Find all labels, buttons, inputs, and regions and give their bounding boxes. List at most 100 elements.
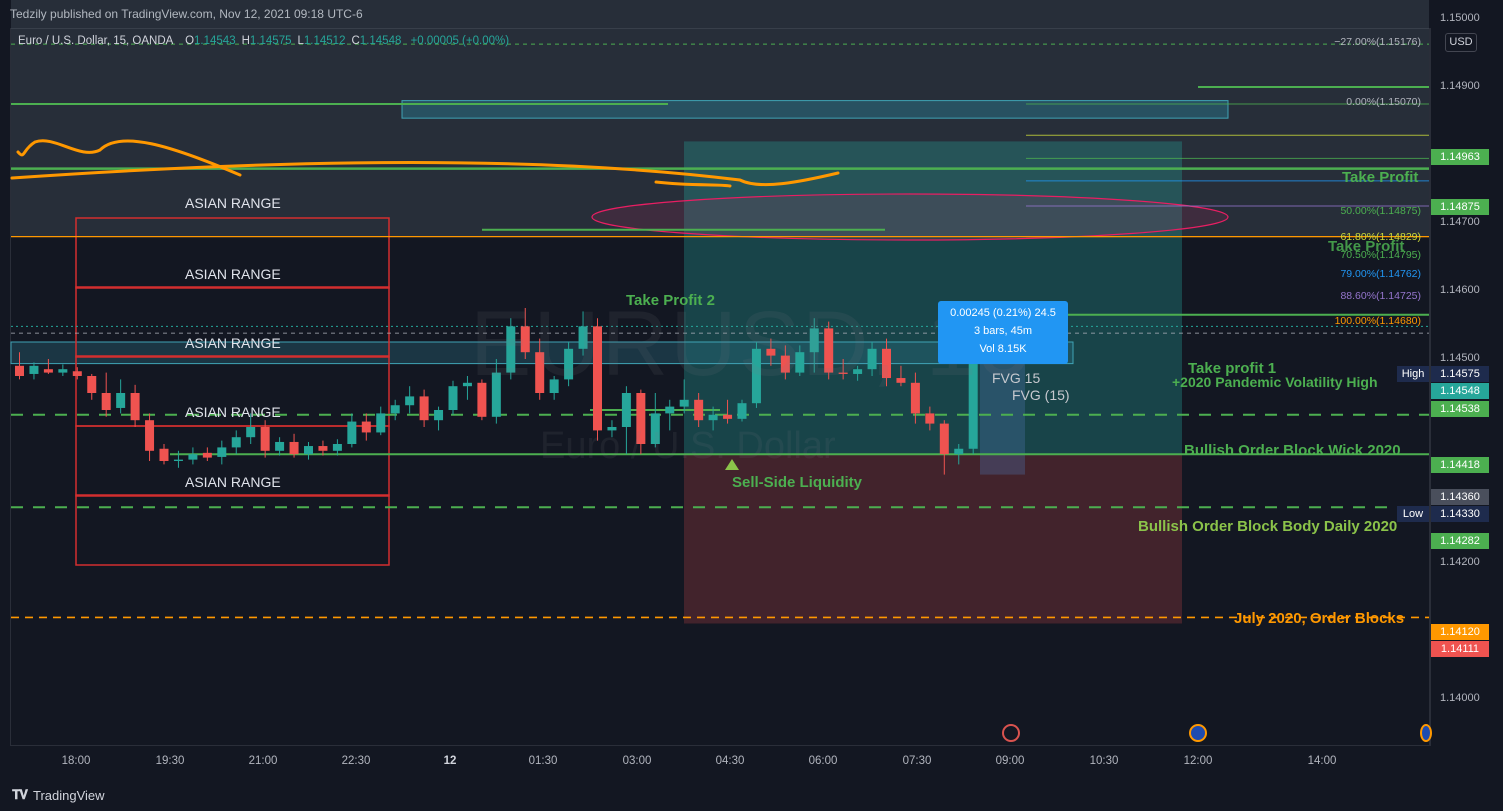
candle-body [477, 382, 487, 417]
candle-body [58, 369, 68, 373]
take-profit-2-label: Take Profit 2 [626, 292, 715, 309]
candle-body [520, 326, 530, 353]
brand-name: TradingView [33, 787, 105, 803]
candle-body [838, 372, 848, 374]
candle-body [173, 459, 183, 461]
candle-body [925, 413, 935, 424]
candle-body [434, 410, 444, 421]
time-tick-label: 12 [443, 755, 457, 767]
candle-body [679, 399, 689, 407]
freehand-drawing [654, 180, 732, 188]
asian-range-label: ASIAN RANGE [185, 266, 281, 282]
price-tick-label: 1.14600 [1440, 284, 1480, 296]
time-tick-label: 14:00 [1307, 755, 1337, 767]
time-tick-label: 01:30 [528, 755, 558, 767]
ohlc-key: C [351, 35, 360, 47]
measure-line: 3 bars, 45m [973, 325, 1033, 337]
time-tick-label: 07:30 [902, 755, 932, 767]
symbol-legend[interactable]: Euro / U.S. Dollar, 15, OANDA O1.14543 H1… [18, 35, 515, 47]
tradingview-logo[interactable]: 𝐓𝐕 TradingView [12, 787, 105, 803]
candle-body [43, 369, 53, 373]
candle-body [506, 326, 516, 373]
symbol-watermark: EURUSD, 15 [470, 293, 1032, 395]
asian-range-box [75, 425, 390, 497]
candle-body [101, 393, 111, 410]
candle-body [910, 382, 920, 414]
price-axis-label: 1.14575 [1431, 366, 1489, 382]
ohlc-key: L [297, 35, 304, 47]
eu-flag-event-icon[interactable] [1420, 724, 1432, 742]
price-tick-label: 1.14500 [1440, 352, 1480, 364]
fib-level-label: −27.00%(1.15176) [1334, 36, 1421, 48]
price-axis-label: 1.14963 [1431, 149, 1489, 165]
candle-body [116, 393, 126, 408]
price-tick-label: 1.14900 [1440, 80, 1480, 92]
candle-body [621, 393, 631, 427]
candle-body [304, 446, 313, 455]
stop-zone [684, 454, 1182, 624]
ohlc-value: 1.14543 [194, 35, 236, 47]
asian-range-label: ASIAN RANGE [185, 335, 281, 351]
time-tick-label: 19:30 [155, 755, 185, 767]
ohlc-value: 1.14548 [359, 35, 402, 47]
candle-body [188, 454, 198, 460]
price-tick-label: 1.14700 [1440, 216, 1480, 228]
change-value: +0.00005 (+0.00%) [410, 35, 510, 47]
price-axis-label: 1.14360 [1431, 489, 1489, 505]
take-profit-label: Take Profit [1328, 238, 1405, 255]
asian-range-label: ASIAN RANGE [185, 474, 281, 490]
candle-body [954, 448, 964, 455]
asian-range-box [75, 494, 390, 566]
fvg-label: FVG 15 [992, 370, 1041, 386]
candle-body [159, 448, 169, 461]
fib-level-label: 0.00%(1.15070) [1346, 96, 1421, 108]
asian-range-box [75, 286, 390, 358]
measure-tooltip: 0.00245 (0.21%) 24.5 3 bars, 45m Vol 8.1… [938, 301, 1068, 364]
candle-body [780, 355, 790, 373]
price-axis-label: 1.14120 [1431, 624, 1489, 640]
fib-level-label: 88.60%(1.14725) [1340, 290, 1421, 302]
top-bar: Tedzily published on TradingView.com, No… [0, 0, 1503, 28]
sell-side-liquidity-label: Sell-Side Liquidity [732, 474, 863, 491]
take-profit-label: Take Profit [1342, 169, 1419, 186]
candle-body [419, 396, 429, 421]
candle-body [246, 427, 256, 438]
us-flag-event-icon[interactable] [1002, 724, 1020, 742]
candle-body [549, 379, 559, 393]
order-block-wick-label: Bullish Order Block Wick 2020 [1184, 442, 1401, 459]
ohlc-value: 1.14512 [303, 35, 346, 47]
candle-body [607, 427, 617, 431]
candle-body [491, 372, 501, 417]
price-axis-label: 1.14330 [1431, 506, 1489, 522]
symbol-watermark-sub: Euro / U.S. Dollar [540, 425, 836, 467]
time-tick-label: 22:30 [341, 755, 371, 767]
ohlc-key: O [185, 35, 195, 47]
candle-body [636, 393, 646, 444]
time-tick-label: 03:00 [622, 755, 652, 767]
candle-body [376, 413, 386, 433]
candle-body [665, 406, 675, 414]
candle-body [535, 352, 545, 393]
candle-body [737, 403, 747, 419]
candle-body [72, 371, 82, 376]
candle-body [289, 441, 299, 455]
pandemic-high-label: +2020 Pandemic Volatility High [1172, 374, 1378, 390]
chart-frame[interactable] [10, 28, 1430, 746]
candle-body [809, 328, 819, 353]
price-axis[interactable] [1430, 28, 1503, 746]
july-order-blocks-label: July 2020, Order Blocks [1234, 610, 1405, 627]
currency-button[interactable]: USD [1445, 33, 1477, 52]
candle-body [939, 423, 949, 455]
candle-body [332, 444, 342, 451]
candle-body [564, 348, 574, 380]
candle-body [15, 365, 24, 376]
candle-body [260, 427, 270, 451]
time-tick-label: 04:30 [715, 755, 745, 767]
eu-flag-event-icon[interactable] [1189, 724, 1207, 742]
price-axis-label: 1.14111 [1431, 641, 1489, 657]
asian-range-label: ASIAN RANGE [185, 404, 281, 420]
candle-body [361, 421, 371, 433]
fib-level-label: 100.00%(1.14680) [1334, 315, 1421, 327]
price-tick-label: 1.15000 [1440, 12, 1480, 24]
